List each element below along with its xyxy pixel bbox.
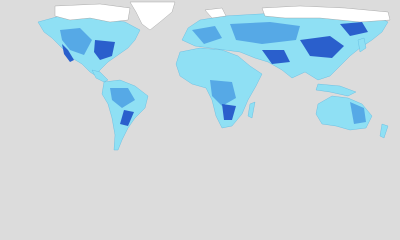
australia-region [350,102,366,124]
madagascar [247,101,256,119]
central-america [91,69,109,83]
africa-region [210,80,236,106]
arctic-siberia [261,5,391,23]
japan [357,37,367,53]
sa-region [110,88,135,108]
na-region [94,40,115,60]
asia-region [262,50,290,64]
asia-region [340,22,368,36]
na-region [60,28,92,55]
new-zealand [379,123,389,139]
asia-region [230,22,300,44]
scandinavia-north [204,7,227,19]
asia-region [300,36,344,58]
europe-region [192,26,222,44]
na-coast [62,44,74,62]
sa-region [120,110,134,126]
africa-region [222,104,236,120]
greenland [129,1,176,31]
arctic-canada [54,3,131,23]
world-map [37,1,391,151]
se-asia-islands [315,83,357,97]
